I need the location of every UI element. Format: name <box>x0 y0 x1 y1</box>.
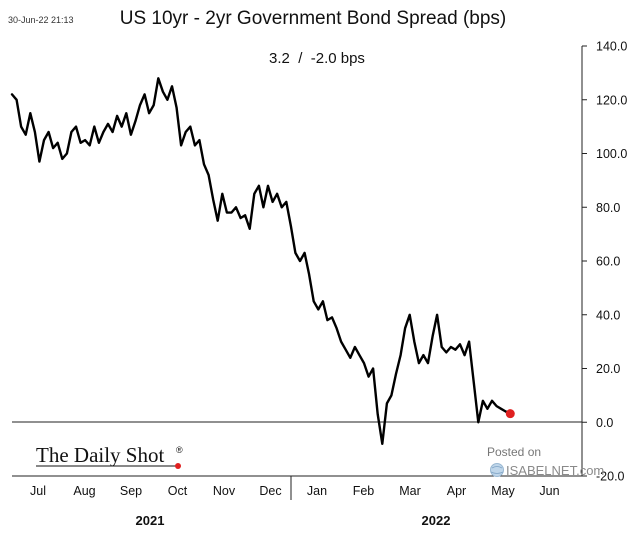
y-axis-ticks: -20.0 0.0 20.0 40.0 60.0 80.0 100.0 120.0 140.0 <box>582 40 627 484</box>
y-tick-label: -20.0 <box>596 470 625 484</box>
month-label-oct: Oct <box>168 484 188 498</box>
last-point-marker <box>505 409 515 419</box>
month-label-sep: Sep <box>120 484 142 498</box>
month-label-feb: Feb <box>353 484 375 498</box>
y-tick-label: 80.0 <box>596 201 620 215</box>
y-tick-label: 60.0 <box>596 255 620 269</box>
y-tick-label: 120.0 <box>596 93 627 107</box>
y-tick-label: 140.0 <box>596 40 627 54</box>
month-label-aug: Aug <box>73 484 95 498</box>
month-label-apr: Apr <box>447 484 466 498</box>
month-label-jun: Jun <box>539 484 559 498</box>
timestamp: 30-Jun-22 21:13 <box>8 15 74 25</box>
y-tick-label: 0.0 <box>596 416 613 430</box>
globe-icon <box>490 463 504 477</box>
x-axis-months: Jul Aug Sep Oct Nov Dec Jan Feb Mar Apr May Jun <box>30 484 560 498</box>
month-label-jul: Jul <box>30 484 46 498</box>
month-label-mar: Mar <box>399 484 421 498</box>
month-label-dec: Dec <box>259 484 281 498</box>
year-label-2021: 2021 <box>136 513 165 528</box>
y-tick-label: 100.0 <box>596 147 627 161</box>
chart-subtitle: 3.2 / -2.0 bps <box>269 50 365 67</box>
month-label-nov: Nov <box>213 484 236 498</box>
registered-mark: ® <box>176 445 183 455</box>
daily-shot-dot <box>175 463 181 469</box>
daily-shot-logo: The Daily Shot ® <box>36 443 183 469</box>
chart-title: US 10yr - 2yr Government Bond Spread (bp… <box>120 8 507 29</box>
y-tick-label: 20.0 <box>596 362 620 376</box>
posted-on-text: Posted on <box>487 445 541 459</box>
month-label-may: May <box>491 484 515 498</box>
isabelnet-text: ISABELNET.com <box>506 463 604 478</box>
year-label-2022: 2022 <box>422 513 451 528</box>
isabelnet-watermark: Posted on ISABELNET.com <box>487 445 604 478</box>
month-label-jan: Jan <box>307 484 327 498</box>
series-line <box>10 77 512 445</box>
y-tick-label: 40.0 <box>596 308 620 322</box>
daily-shot-wordmark: The Daily Shot <box>36 443 164 467</box>
